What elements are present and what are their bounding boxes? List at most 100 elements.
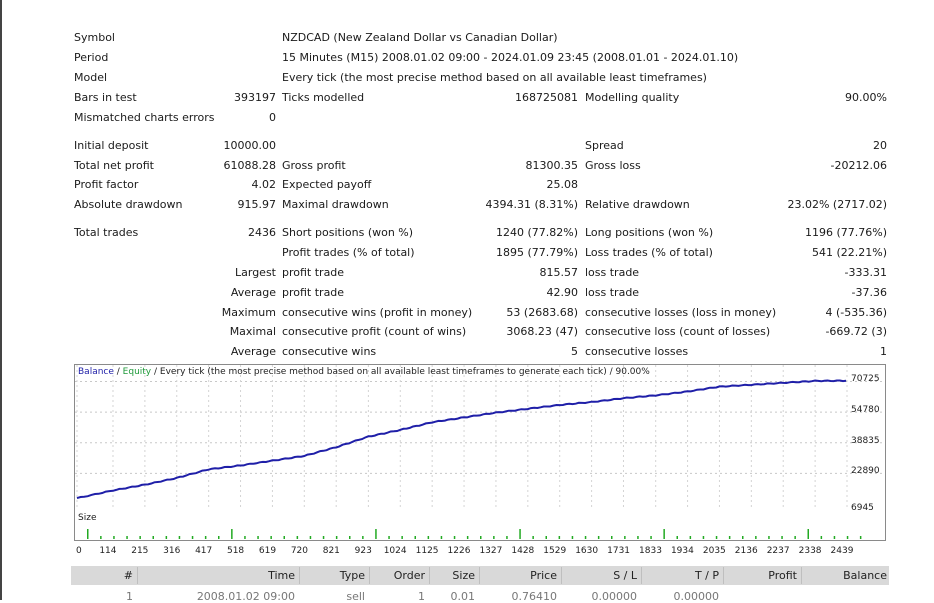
size-bar [781,536,783,539]
size-bar [204,536,207,539]
deposit-label: Initial deposit [74,139,149,152]
column-separator[interactable] [299,567,300,584]
size-bar [597,536,600,539]
size-panel-label: Size [78,513,97,523]
size-bar [715,536,718,539]
table-header-order[interactable]: Order [393,569,425,582]
size-bar [375,529,377,539]
size-bar [611,536,613,539]
loss-trades-label: Loss trades (% of total) [585,246,713,259]
max-consecutive-wins-value: 53 (2683.68) [506,306,578,319]
mismatch-value: 0 [269,111,276,124]
table-cell: 2008.01.02 09:00 [196,590,295,603]
max-consecutive-losses-value: 4 (-535.36) [825,306,887,319]
quality-value: 90.00% [845,91,887,104]
size-bar [362,536,364,539]
largest-loss-trade-label: loss trade [585,266,640,279]
expected-payoff-value: 25.08 [546,178,579,191]
x-tick-label: 1024 [383,546,407,556]
table-cell: 0.76410 [511,590,558,603]
x-tick-label: 417 [195,546,213,556]
column-separator[interactable] [369,567,370,584]
window-left-edge [0,0,2,600]
column-separator[interactable] [479,567,480,584]
size-bar [401,536,403,539]
table-header-balance[interactable]: Balance [843,569,887,582]
size-bar [152,536,154,539]
model-value: Every tick (the most precise method base… [282,71,707,84]
symbol-value: NZDCAD (New Zealand Dollar vs Canadian D… [282,31,558,44]
column-separator[interactable] [561,567,562,584]
table-header-tp[interactable]: T / P [694,569,719,582]
column-separator[interactable] [137,567,138,584]
y-tick-label: 54780 [851,405,880,416]
table-header-size[interactable]: Size [452,569,475,582]
size-panel: Size [74,510,886,541]
ticks-label: Ticks modelled [282,91,365,104]
x-tick-label: 0 [76,546,82,556]
size-bar [519,529,521,539]
table-header-#[interactable]: # [123,569,133,582]
symbol-label: Symbol [74,31,115,44]
x-tick-label: 923 [354,546,372,556]
x-tick-label: 114 [99,546,117,556]
bars-value: 393197 [234,91,276,104]
size-bar [270,536,272,539]
column-separator[interactable] [723,567,724,584]
maximal-consecutive-loss-label: consecutive loss (count of losses) [585,325,771,338]
trades-table-header: # Time Type Order Size Price S / L T / P Profit B… [71,566,889,585]
size-bar [296,536,299,539]
equity-line [76,379,847,499]
table-cell: sell [346,590,365,603]
column-separator[interactable] [801,567,802,584]
balance-chart [74,364,886,513]
x-tick-label: 316 [163,546,181,556]
size-bar [755,536,757,539]
size-bar [584,536,587,539]
column-separator[interactable] [641,567,642,584]
largest-label: Largest [235,266,276,279]
size-bar [388,536,390,539]
y-tick-label: 38835 [851,435,880,446]
table-header-sl[interactable]: S / L [613,569,637,582]
legend-description: / Every tick (the most precise method ba… [151,367,650,377]
y-tick-label: 22890 [851,466,880,477]
net-profit-label: Total net profit [74,159,154,172]
column-separator[interactable] [429,567,430,584]
size-bar [231,529,233,539]
size-bar [859,536,862,539]
x-tick-label: 2439 [830,546,854,556]
table-cell: 1 [126,590,133,603]
legend-equity: Equity [122,367,152,377]
x-tick-label: 2035 [702,546,726,556]
mismatch-label: Mismatched charts errors [74,111,215,124]
profit-trades-value: 1895 (77.79%) [495,246,578,259]
size-bar [178,536,181,539]
size-bar [126,536,128,539]
average-consecutive-wins-value: 5 [571,345,578,358]
legend-balance: Balance [78,367,114,377]
size-bar [480,536,482,539]
balance-chart-svg [75,365,885,512]
ticks-value: 168725081 [515,91,578,104]
average-consecutive-losses-label: consecutive losses [585,345,689,358]
table-header-type[interactable]: Type [339,569,365,582]
size-bar [349,536,351,539]
table-header-time[interactable]: Time [268,569,295,582]
size-bar [87,529,89,539]
chart-legend: Balance / Equity / Every tick (the most … [78,367,650,377]
table-header-price[interactable]: Price [530,569,557,582]
size-bar [466,536,469,539]
x-tick-label: 2237 [766,546,790,556]
size-bar [335,536,338,539]
y-tick-label: 6945 [851,503,874,513]
table-header-profit[interactable]: Profit [768,569,797,582]
x-tick-label: 1833 [639,546,662,556]
x-tick-label: 821 [322,546,340,556]
spread-value: 20 [873,139,887,152]
table-cell: 0.00000 [673,590,720,603]
long-positions-label: Long positions (won %) [585,226,714,239]
total-trades-value: 2436 [248,226,276,239]
maximal-consecutive-profit-value: 3068.23 (47) [506,325,578,338]
size-bar [244,536,246,539]
